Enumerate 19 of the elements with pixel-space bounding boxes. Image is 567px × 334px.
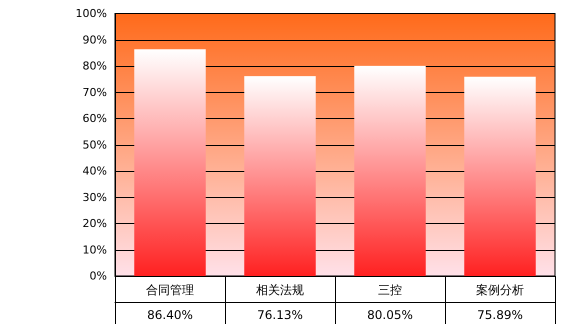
x-tick-label: 相关法规 — [256, 283, 304, 297]
data-label: 75.89% — [477, 308, 523, 322]
y-tick-label: 30% — [82, 190, 107, 204]
y-tick-label: 90% — [82, 33, 107, 46]
y-tick-label: 100% — [76, 7, 107, 20]
y-tick-label: 10% — [82, 243, 107, 256]
x-tick-label: 案例分析 — [476, 283, 524, 297]
y-tick-label: 80% — [82, 60, 107, 72]
x-tick-label: 合同管理 — [146, 283, 194, 297]
y-tick-label: 40% — [82, 164, 107, 178]
y-tick-label: 0% — [90, 270, 107, 282]
y-tick-label: 50% — [82, 138, 107, 152]
x-tick-label: 三控 — [378, 283, 402, 297]
data-label: 76.13% — [257, 308, 303, 322]
data-label: 80.05% — [367, 308, 413, 322]
y-tick-label: 20% — [82, 217, 107, 230]
y-tick-label: 70% — [82, 86, 107, 99]
y-tick-label: 60% — [82, 112, 107, 125]
data-label: 86.40% — [147, 308, 193, 322]
